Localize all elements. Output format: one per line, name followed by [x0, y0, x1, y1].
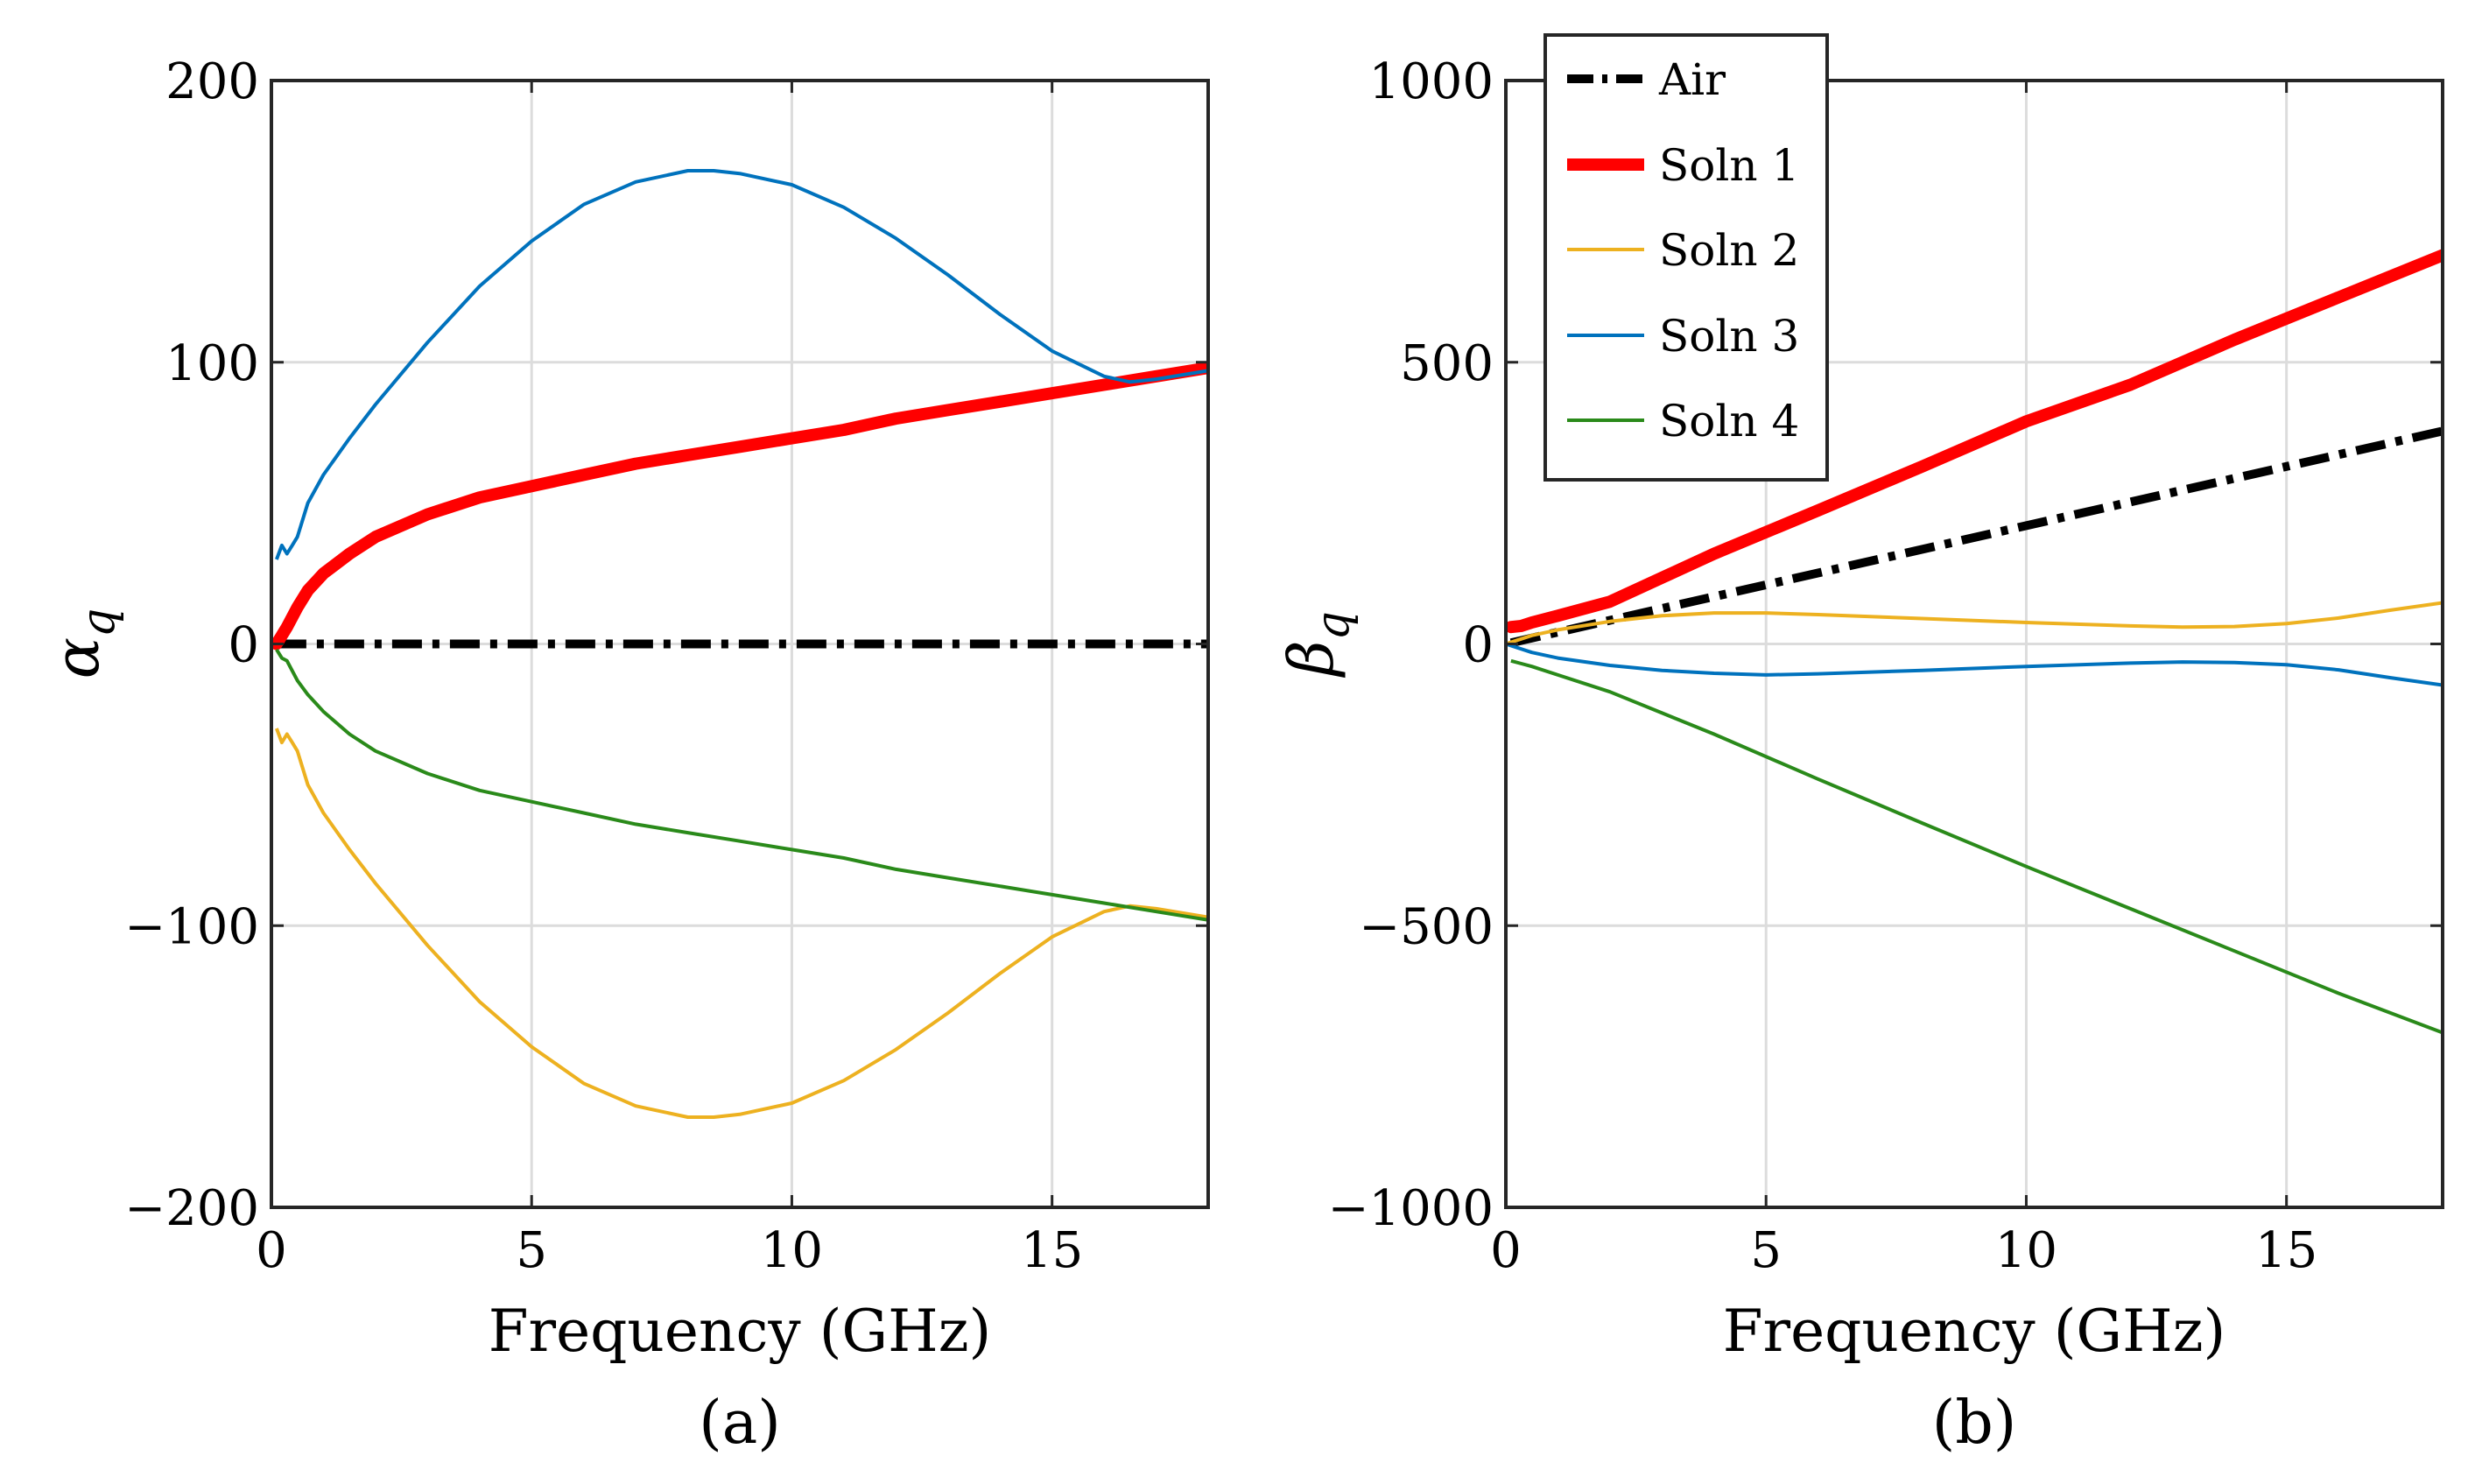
panel-a-series-soln1: [271, 362, 1208, 651]
panel-a-series-soln3: [275, 169, 1208, 560]
legend-item-soln1: Soln 1: [1567, 140, 1799, 191]
panel-b-ytick-label: 1000: [1368, 53, 1494, 110]
panel-b-series: [1506, 249, 2443, 1035]
legend-label-soln1: Soln 1: [1659, 140, 1799, 191]
panel-b-xtick-label: 5: [1750, 1222, 1782, 1279]
legend-item-soln2: Soln 2: [1567, 225, 1799, 276]
legend-label-soln2: Soln 2: [1659, 225, 1799, 276]
panel-a-ytick-label: 200: [165, 53, 259, 110]
panel-a-xtick-label: 15: [1021, 1222, 1083, 1279]
panel-b-xtick-label: 10: [1995, 1222, 2057, 1279]
panel-b-ytick-label: 500: [1400, 335, 1494, 392]
panel-b-xtick-label: 15: [2255, 1222, 2317, 1279]
panel-b-ylabel-sub: q: [1307, 611, 1360, 640]
panel-a-ytick-label: −100: [124, 898, 259, 955]
panel-a-ylabel-symbol: α: [41, 637, 113, 679]
legend-item-soln3: Soln 3: [1567, 311, 1799, 362]
panel-a-ylabel-sub: q: [73, 608, 125, 637]
panel-a-series: [271, 169, 1208, 1119]
panel-b-ytick-label: −500: [1359, 898, 1494, 955]
legend-box: [1543, 33, 1829, 482]
panel-b-series-air: [1509, 426, 2443, 648]
panel-a-series-soln2: [275, 728, 1208, 1119]
panel-a-series-soln4: [275, 648, 1208, 922]
legend-item-soln4: Soln 4: [1567, 396, 1799, 447]
panel-b-ylabel-symbol: β: [1276, 640, 1347, 678]
panel-b-label: (b): [1932, 1389, 2017, 1458]
panel-b-series-soln2: [1506, 601, 2443, 646]
legend-label-soln4: Soln 4: [1659, 396, 1799, 447]
panel-b-ytick-label: −1000: [1328, 1180, 1494, 1237]
panel-a-ticks: 0 5 10 15 −200 −100 0 100 200: [124, 53, 1208, 1279]
panel-a-ytick-label: 100: [165, 335, 259, 392]
panel-a-ylabel: αq: [41, 608, 125, 679]
legend: Air Soln 1 Soln 2 Soln 3 Soln 4: [1543, 33, 1829, 482]
panel-b-series-soln1: [1506, 249, 2443, 634]
panel-a-label: (a): [699, 1389, 781, 1458]
panel-a-xlabel: Frequency (GHz): [489, 1298, 992, 1365]
panel-b-ytick-label: 0: [1462, 617, 1494, 674]
panel-a-xtick-label: 0: [256, 1222, 287, 1279]
panel-b-xtick-label: 0: [1490, 1222, 1522, 1279]
panel-b-ticks: 0 5 10 15 −1000 −500 0 500 1000: [1328, 53, 2443, 1279]
panel-a-xtick-label: 5: [516, 1222, 547, 1279]
panel-a-xtick-label: 10: [761, 1222, 823, 1279]
panel-a-ytick-label: −200: [124, 1180, 259, 1237]
panel-b-ylabel: βq: [1276, 611, 1360, 679]
legend-label-soln3: Soln 3: [1659, 311, 1799, 362]
panel-b-series-soln4: [1510, 658, 2443, 1035]
panel-a-chart: 0 5 10 15 −200 −100 0 100 200 Frequency (GHz) αq…: [41, 53, 1210, 1458]
panel-b-xlabel: Frequency (GHz): [1723, 1298, 2226, 1365]
legend-item-air: Air: [1567, 54, 1726, 105]
panel-b-series-soln3: [1506, 642, 2443, 687]
panel-a-ytick-label: 0: [228, 617, 259, 674]
legend-label-air: Air: [1658, 54, 1726, 105]
